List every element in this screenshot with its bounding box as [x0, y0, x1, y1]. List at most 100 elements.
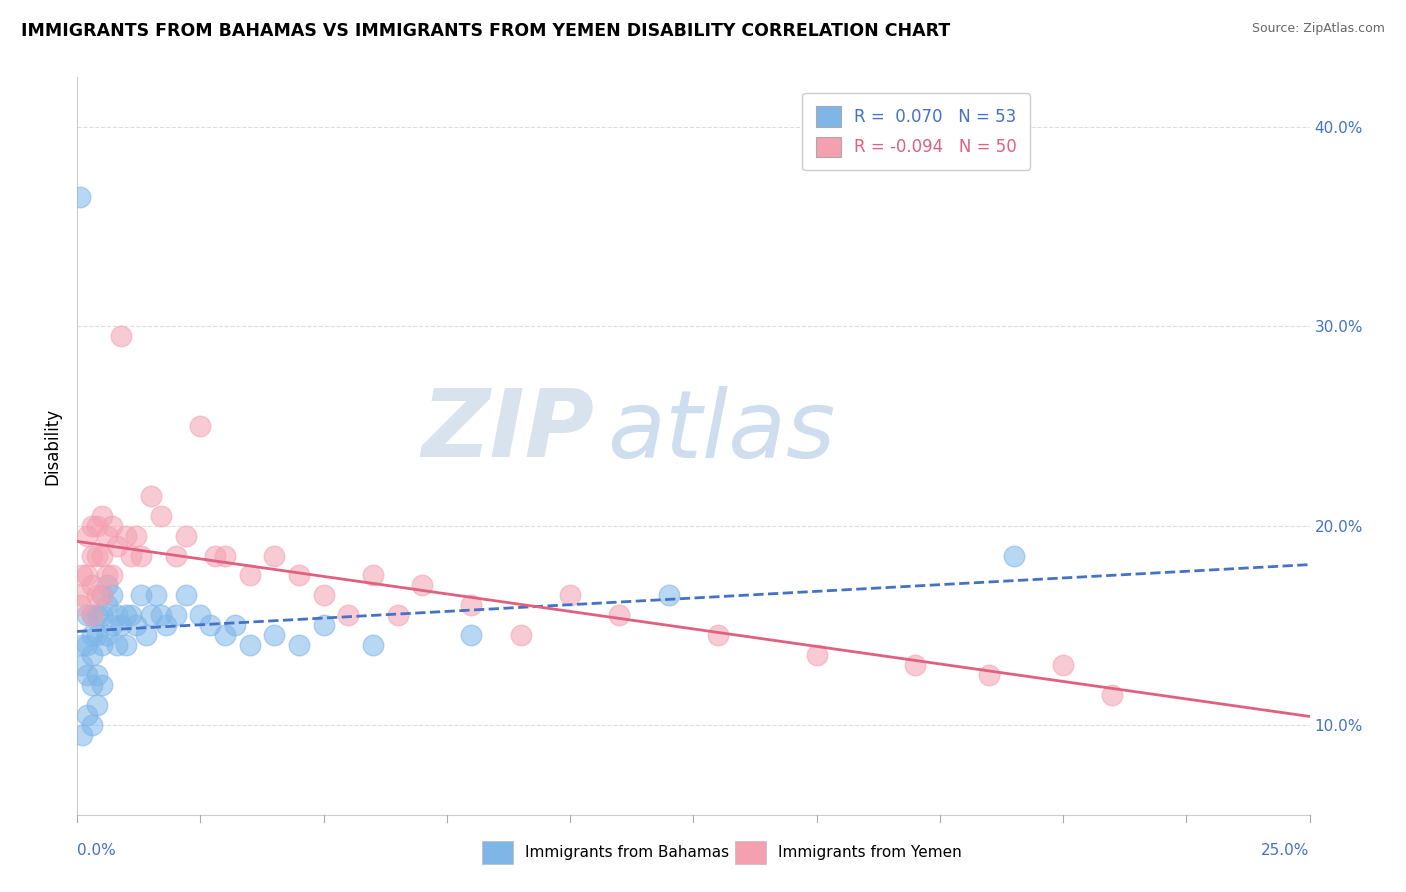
Point [115, 608, 138, 623]
Point [86, 518, 108, 533]
Point [129, 589, 152, 603]
Point [214, 549, 236, 563]
Text: Immigrants from Bahamas: Immigrants from Bahamas [524, 845, 728, 860]
Point [80, 608, 103, 623]
Legend: R =  0.070   N = 53, R = -0.094   N = 50: R = 0.070 N = 53, R = -0.094 N = 50 [803, 93, 1031, 170]
Point [90, 638, 112, 652]
Point [460, 599, 482, 613]
Point [90, 589, 112, 603]
Point [120, 549, 142, 563]
Point [129, 549, 152, 563]
Text: 25.0%: 25.0% [1261, 843, 1309, 858]
Point [80, 549, 103, 563]
Point [125, 529, 148, 543]
Point [69, 599, 91, 613]
Point [188, 608, 211, 623]
Point [90, 608, 112, 623]
Point [312, 618, 335, 632]
Point [165, 549, 187, 563]
Point [100, 618, 122, 632]
Point [96, 599, 118, 613]
Point [214, 628, 236, 642]
Point [155, 618, 177, 632]
Point [1101, 688, 1123, 702]
Point [977, 668, 1000, 682]
Point [149, 508, 172, 523]
Point [239, 568, 262, 582]
Point [288, 638, 311, 652]
Point [115, 638, 138, 652]
Text: ZIP: ZIP [422, 385, 595, 477]
Point [86, 698, 108, 712]
Point [76, 708, 98, 723]
Point [70, 568, 93, 582]
Point [139, 489, 162, 503]
Point [80, 578, 103, 592]
Point [70, 638, 93, 652]
Point [460, 628, 482, 642]
Point [361, 568, 384, 582]
Point [174, 529, 197, 543]
Point [707, 628, 730, 642]
Point [198, 618, 221, 632]
Point [609, 608, 631, 623]
Point [86, 608, 108, 623]
Point [96, 529, 118, 543]
Point [806, 648, 828, 663]
Point [86, 668, 108, 682]
Point [80, 608, 103, 623]
Point [263, 549, 285, 563]
Text: 0.0%: 0.0% [77, 843, 115, 858]
Point [288, 568, 311, 582]
Point [76, 668, 98, 682]
Point [145, 589, 167, 603]
Point [1052, 658, 1074, 673]
Point [76, 638, 98, 652]
Point [224, 618, 246, 632]
Point [312, 589, 335, 603]
Point [139, 608, 162, 623]
Point [558, 589, 581, 603]
Point [96, 568, 118, 582]
Point [115, 529, 138, 543]
Point [165, 608, 187, 623]
Point [361, 638, 384, 652]
Point [100, 568, 122, 582]
Point [337, 608, 360, 623]
Point [904, 658, 927, 673]
Point [263, 628, 285, 642]
Point [90, 589, 112, 603]
Point [80, 718, 103, 732]
Point [174, 589, 197, 603]
Point [76, 529, 98, 543]
Point [76, 608, 98, 623]
Point [105, 638, 128, 652]
Point [69, 190, 91, 204]
Point [80, 648, 103, 663]
Point [411, 578, 433, 592]
Point [125, 618, 148, 632]
Point [80, 628, 103, 642]
Point [110, 329, 132, 343]
Point [70, 658, 93, 673]
Text: Immigrants from Yemen: Immigrants from Yemen [778, 845, 962, 860]
Point [96, 578, 118, 592]
Point [1002, 549, 1025, 563]
Point [90, 508, 112, 523]
Point [70, 589, 93, 603]
Text: Source: ZipAtlas.com: Source: ZipAtlas.com [1251, 22, 1385, 36]
Y-axis label: Disability: Disability [44, 408, 60, 484]
Point [105, 539, 128, 553]
Point [188, 419, 211, 434]
Point [110, 618, 132, 632]
Point [149, 608, 172, 623]
Point [204, 549, 226, 563]
Point [86, 589, 108, 603]
Point [86, 628, 108, 642]
Text: atlas: atlas [607, 385, 835, 476]
Point [90, 678, 112, 692]
Point [96, 628, 118, 642]
Point [70, 728, 93, 742]
Point [100, 518, 122, 533]
Point [80, 678, 103, 692]
